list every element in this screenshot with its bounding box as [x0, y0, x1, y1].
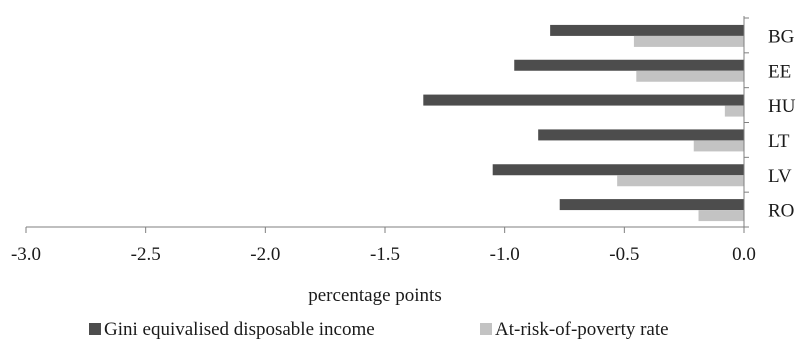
- category-label-hu: HU: [768, 96, 796, 117]
- bar-poverty-bg: [633, 35, 744, 47]
- value-tick-label: -3.0: [11, 244, 41, 265]
- bar-gini-ee: [514, 59, 744, 71]
- value-tick-label: -0.5: [609, 244, 639, 265]
- bar-poverty-ro: [698, 210, 744, 222]
- bars-layer: [423, 24, 744, 222]
- axes-layer: [25, 16, 749, 233]
- bar-poverty-lt: [693, 140, 744, 152]
- category-label-ro: RO: [768, 201, 794, 222]
- labels-layer: BG EE HU LT LV RO -3.0 -2.5 -2.0 -1.5 -1.0 -0.5 0.0: [11, 26, 796, 265]
- category-label-ee: EE: [768, 61, 791, 82]
- bar-poverty-lv: [617, 175, 744, 187]
- value-tick-label: -1.0: [490, 244, 520, 265]
- value-tick-label: -1.5: [370, 244, 400, 265]
- bar-poverty-ee: [636, 70, 744, 82]
- bar-gini-lt: [538, 129, 744, 141]
- bar-gini-lv: [492, 164, 744, 176]
- category-label-bg: BG: [768, 26, 795, 47]
- bar-gini-bg: [550, 24, 744, 36]
- bar-gini-ro: [559, 199, 744, 211]
- legend-swatch-gini: [89, 323, 101, 335]
- bar-poverty-hu: [724, 105, 744, 117]
- value-tick-label: -2.5: [131, 244, 161, 265]
- value-tick-label: -2.0: [250, 244, 280, 265]
- value-tick-label: 0.0: [732, 244, 756, 265]
- legend: Gini equivalised disposable income At-ris…: [89, 319, 669, 340]
- category-label-lt: LT: [768, 131, 790, 152]
- legend-label-poverty: At-risk-of-poverty rate: [495, 319, 669, 340]
- legend-label-gini: Gini equivalised disposable income: [104, 319, 375, 340]
- category-label-lv: LV: [768, 166, 792, 187]
- x-axis-title: percentage points: [308, 285, 441, 306]
- legend-swatch-poverty: [480, 323, 492, 335]
- bar-gini-hu: [423, 94, 744, 106]
